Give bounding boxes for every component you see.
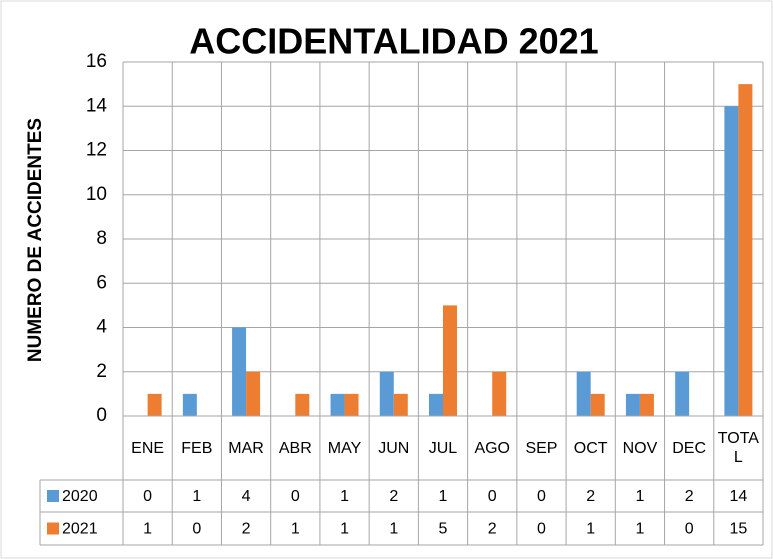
data-table-value: 1 bbox=[439, 488, 448, 505]
category-label: MAR bbox=[228, 439, 264, 457]
data-table-value: 5 bbox=[439, 521, 448, 538]
data-table-value: 1 bbox=[635, 521, 644, 538]
category-label-box: SEP bbox=[525, 439, 558, 457]
data-table-value: 2 bbox=[389, 488, 398, 505]
category-label-box: NOV bbox=[622, 439, 658, 457]
category-label-box: ABR bbox=[278, 439, 312, 457]
category-label: AGO bbox=[474, 439, 510, 457]
bar bbox=[492, 371, 507, 416]
bar bbox=[625, 393, 640, 416]
data-table-value: 0 bbox=[537, 488, 546, 505]
data-table-value: 1 bbox=[340, 488, 349, 505]
y-tick-label: 0 bbox=[96, 405, 107, 426]
bar bbox=[379, 371, 394, 416]
data-table-value: 1 bbox=[192, 488, 201, 505]
bar bbox=[738, 84, 753, 416]
data-table-value: 4 bbox=[242, 488, 251, 505]
category-label: OCT bbox=[573, 439, 608, 457]
bar bbox=[295, 393, 310, 416]
category-label: FEB bbox=[181, 439, 213, 457]
category-label: SEP bbox=[525, 439, 558, 457]
data-table-value: 1 bbox=[143, 521, 152, 538]
y-tick-label: 2 bbox=[96, 361, 107, 382]
bar bbox=[576, 371, 591, 416]
category-label-box: DEC bbox=[672, 439, 707, 457]
bar bbox=[639, 393, 654, 416]
data-table-value: 2 bbox=[586, 488, 595, 505]
data-table-value: 2 bbox=[685, 488, 694, 505]
bar bbox=[429, 393, 443, 416]
bar bbox=[443, 305, 457, 416]
bar bbox=[232, 327, 247, 416]
bar bbox=[246, 371, 261, 416]
category-label-box: ENE bbox=[131, 439, 165, 457]
y-tick-label: 16 bbox=[86, 51, 107, 72]
data-table-value: 1 bbox=[586, 521, 595, 538]
bar bbox=[147, 393, 162, 416]
data-table-value: 1 bbox=[291, 521, 300, 538]
category-label: NOV bbox=[622, 439, 658, 457]
category-label: MAY bbox=[327, 439, 362, 457]
y-tick-label: 8 bbox=[96, 228, 107, 249]
legend-swatch bbox=[47, 522, 59, 535]
y-tick-label: 4 bbox=[96, 317, 107, 338]
bar bbox=[675, 371, 690, 416]
chart-title: ACCIDENTALIDAD 2021 bbox=[189, 21, 598, 62]
category-label-box: OCT bbox=[573, 439, 608, 457]
data-table-value: 2 bbox=[242, 521, 251, 538]
bar bbox=[393, 393, 408, 416]
data-table-value: 1 bbox=[635, 488, 644, 505]
bar bbox=[344, 393, 359, 416]
data-table-value: 0 bbox=[537, 521, 546, 538]
data-table-value: 0 bbox=[488, 488, 497, 505]
category-label: ABR bbox=[278, 439, 312, 457]
category-label: TOTAL bbox=[717, 430, 759, 466]
y-axis-label: NUMERO DE ACCIDENTES bbox=[25, 118, 46, 362]
category-label-box: FEB bbox=[181, 439, 213, 457]
category-label: DEC bbox=[672, 439, 707, 457]
y-tick-label: 14 bbox=[86, 95, 108, 116]
category-label-box: AGO bbox=[474, 439, 510, 457]
y-tick-label: 10 bbox=[86, 184, 107, 205]
legend-label: 2020 bbox=[62, 488, 98, 505]
category-label: JUL bbox=[428, 439, 458, 457]
bar bbox=[590, 393, 605, 416]
legend-swatch bbox=[47, 490, 59, 502]
data-table-value: 15 bbox=[729, 521, 747, 538]
bar bbox=[724, 106, 739, 416]
category-label: ENE bbox=[131, 439, 165, 457]
data-table-value: 0 bbox=[291, 488, 300, 505]
y-tick-label: 6 bbox=[96, 272, 107, 293]
category-label: JUN bbox=[378, 439, 410, 457]
bar bbox=[330, 393, 345, 416]
data-table-value: 2 bbox=[488, 521, 497, 538]
data-table-value: 0 bbox=[685, 521, 694, 538]
data-table-value: 0 bbox=[143, 488, 152, 505]
category-label-box: JUN bbox=[378, 439, 410, 457]
data-table-value: 1 bbox=[389, 521, 398, 538]
data-table-value: 0 bbox=[192, 521, 201, 538]
legend-label: 2021 bbox=[62, 521, 98, 538]
y-tick-label: 12 bbox=[86, 140, 107, 161]
data-table-value: 14 bbox=[729, 488, 747, 505]
bar bbox=[182, 393, 197, 416]
category-label-box: TOTAL bbox=[717, 430, 759, 466]
data-table-value: 1 bbox=[340, 521, 349, 538]
category-label-box: MAY bbox=[327, 439, 362, 457]
category-label-box: MAR bbox=[228, 439, 264, 457]
category-label-box: JUL bbox=[428, 439, 458, 457]
